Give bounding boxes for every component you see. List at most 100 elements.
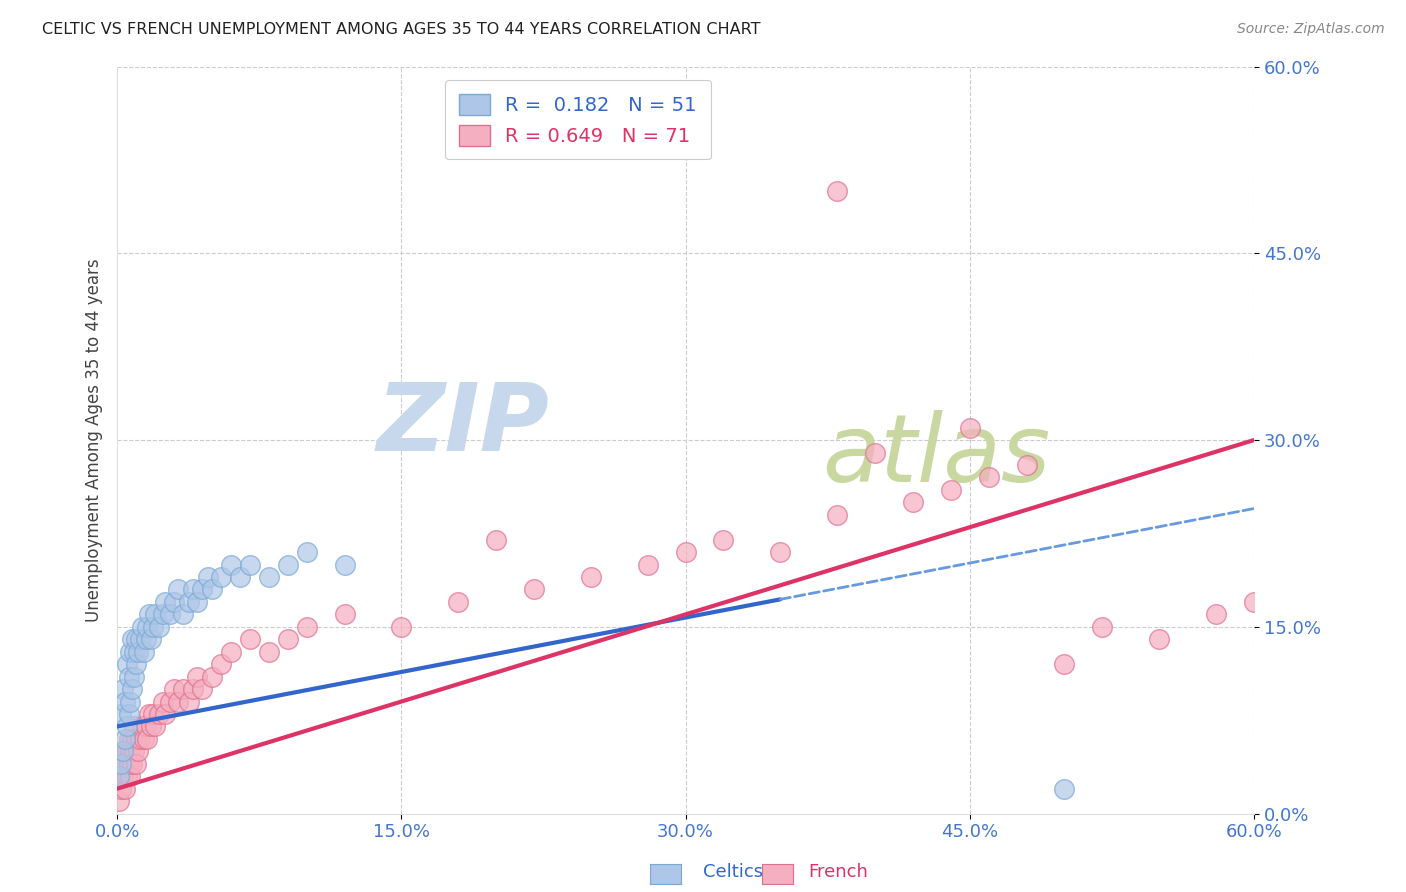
Point: [163, 595, 186, 609]
Point: [122, 670, 145, 684]
Point: [110, 756, 132, 771]
Point: [333, 607, 356, 622]
Point: [257, 570, 280, 584]
Point: [1243, 595, 1265, 609]
Point: [115, 719, 138, 733]
Point: [153, 595, 176, 609]
Point: [159, 694, 181, 708]
Point: [114, 694, 136, 708]
Point: [201, 670, 224, 684]
Point: [136, 731, 159, 746]
Point: [127, 645, 149, 659]
Point: [1091, 620, 1114, 634]
Point: [108, 769, 131, 783]
Point: [181, 682, 204, 697]
Point: [959, 420, 981, 434]
Point: [114, 756, 136, 771]
Point: [132, 645, 155, 659]
Point: [129, 731, 152, 746]
Point: [122, 744, 145, 758]
Point: [152, 694, 174, 708]
Text: atlas: atlas: [823, 409, 1050, 500]
Legend: R =  0.182   N = 51, R = 0.649   N = 71: R = 0.182 N = 51, R = 0.649 N = 71: [446, 80, 710, 160]
Point: [110, 781, 132, 796]
Point: [447, 595, 470, 609]
Point: [110, 756, 132, 771]
Point: [131, 620, 153, 634]
Point: [115, 657, 138, 672]
Point: [179, 595, 201, 609]
Point: [120, 645, 142, 659]
Point: [122, 719, 145, 733]
Point: [713, 533, 735, 547]
Point: [389, 620, 412, 634]
Point: [138, 607, 160, 622]
Point: [132, 731, 155, 746]
Text: French: French: [808, 863, 869, 881]
Point: [136, 620, 159, 634]
Point: [114, 731, 136, 746]
Point: [219, 558, 242, 572]
Point: [121, 731, 143, 746]
Point: [127, 744, 149, 758]
Text: CELTIC VS FRENCH UNEMPLOYMENT AMONG AGES 35 TO 44 YEARS CORRELATION CHART: CELTIC VS FRENCH UNEMPLOYMENT AMONG AGES…: [42, 22, 761, 37]
Point: [485, 533, 508, 547]
Point: [901, 495, 924, 509]
Point: [863, 445, 886, 459]
Point: [186, 595, 208, 609]
Point: [173, 682, 195, 697]
Point: [108, 769, 131, 783]
Point: [197, 570, 219, 584]
Point: [121, 756, 143, 771]
Point: [121, 632, 143, 647]
Point: [125, 657, 148, 672]
Point: [129, 632, 152, 647]
Point: [675, 545, 697, 559]
Point: [191, 582, 214, 597]
Point: [120, 769, 142, 783]
Point: [1015, 458, 1038, 472]
Point: [125, 756, 148, 771]
Point: [637, 558, 659, 572]
Point: [1147, 632, 1170, 647]
Point: [186, 670, 208, 684]
Point: [769, 545, 792, 559]
Point: [148, 620, 170, 634]
Point: [115, 769, 138, 783]
Point: [523, 582, 546, 597]
Point: [166, 694, 188, 708]
Point: [977, 470, 1000, 484]
Point: [1053, 781, 1076, 796]
Text: ZIP: ZIP: [377, 379, 550, 471]
Point: [117, 706, 139, 721]
Point: [239, 558, 262, 572]
Point: [191, 682, 214, 697]
Point: [179, 694, 201, 708]
Point: [277, 632, 299, 647]
Point: [219, 645, 242, 659]
Point: [121, 682, 143, 697]
Point: [1053, 657, 1076, 672]
Point: [110, 706, 132, 721]
Point: [120, 694, 142, 708]
Point: [111, 769, 134, 783]
Point: [143, 607, 166, 622]
Point: [120, 744, 142, 758]
Point: [135, 719, 157, 733]
Point: [201, 582, 224, 597]
Point: [939, 483, 962, 497]
Point: [141, 632, 163, 647]
Point: [1205, 607, 1227, 622]
Point: [181, 582, 204, 597]
Point: [825, 184, 848, 198]
Point: [239, 632, 262, 647]
Point: [117, 731, 139, 746]
Point: [295, 620, 318, 634]
Point: [229, 570, 252, 584]
Point: [142, 620, 165, 634]
Point: [138, 706, 160, 721]
Point: [117, 670, 139, 684]
Point: [148, 706, 170, 721]
Point: [131, 719, 153, 733]
Point: [277, 558, 299, 572]
